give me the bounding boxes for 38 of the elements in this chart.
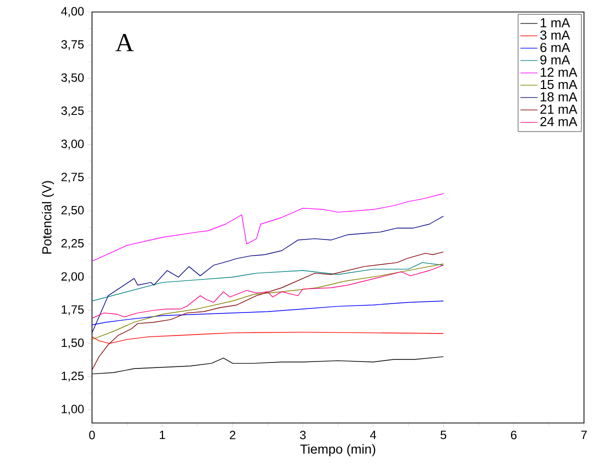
x-tick-label: 0 (89, 430, 95, 440)
y-tick-label: 4,00 (61, 7, 84, 17)
line-series (92, 193, 444, 262)
y-tick-label: 1,50 (62, 338, 84, 348)
x-tick-label: 1 (160, 430, 166, 440)
line-series (92, 264, 444, 340)
y-tick-label: 1,00 (62, 404, 84, 415)
line-series (92, 216, 444, 334)
x-tick-label: 3 (300, 430, 306, 440)
annotation: A (115, 34, 134, 52)
y-tick-label: 3,00 (61, 140, 84, 150)
x-tick-label: 4 (370, 430, 376, 440)
y-tick-label: 2,00 (61, 272, 84, 282)
y-tick-label: 3,25 (61, 106, 84, 116)
y-tick-label: 1,75 (62, 305, 84, 316)
legend-label: 3 mA (540, 30, 570, 40)
x-tick-label: 5 (440, 430, 446, 440)
y-tick-label: 2,50 (61, 206, 84, 216)
legend-label: 24 mA (540, 116, 578, 126)
line-series (92, 264, 444, 319)
legend-label: 9 mA (540, 55, 570, 64)
y-tick-label: 3,50 (61, 73, 84, 84)
y-axis-title: Potencial (V) (42, 181, 54, 254)
y-tick-label: 1,25 (62, 372, 84, 382)
legend-label: 12 mA (540, 68, 578, 77)
x-tick-label: 7 (581, 430, 587, 440)
x-tick-label: 2 (230, 430, 236, 440)
y-tick-label: 3,75 (61, 40, 84, 50)
y-tick-label: 2,25 (61, 239, 84, 249)
legend-label: 21 mA (540, 104, 578, 114)
legend-label: 15 mA (540, 80, 578, 90)
x-tick-label: 6 (510, 430, 517, 440)
legend-label: 18 mA (540, 92, 578, 102)
line-series (92, 252, 444, 370)
x-axis-title: Tiempo (min) (300, 444, 376, 456)
legend-label: 6 mA (540, 42, 570, 52)
legend-label: 1 mA (540, 18, 570, 28)
y-tick-label: 2,75 (61, 172, 84, 183)
